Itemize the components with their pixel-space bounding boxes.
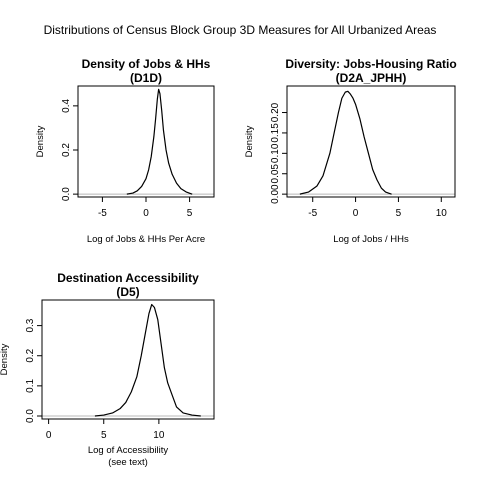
x-tick-label: 0 — [143, 208, 149, 219]
y-tick-label: 0.20 — [270, 102, 281, 122]
y-tick-label: 0.3 — [25, 318, 36, 332]
y-tick-label: 0.05 — [270, 164, 281, 184]
x-axis-label: Log of Jobs & HHs Per Acre — [87, 234, 205, 245]
y-tick-label: 0.10 — [270, 143, 281, 163]
x-axis-label: Log of Jobs / HHs — [333, 234, 409, 245]
y-axis-label: Density — [244, 125, 255, 157]
y-tick-label: 0.0 — [25, 409, 36, 423]
chart-subtitle: (D2A_JPHH) — [336, 71, 407, 85]
plot-frame — [286, 85, 456, 198]
y-tick-label: 0.4 — [61, 98, 72, 112]
x-tick-label: 0 — [353, 208, 359, 219]
y-tick-label: 0.1 — [25, 378, 36, 392]
y-tick-label: 0.0 — [61, 187, 72, 201]
chart-panel-2: Diversity: Jobs-Housing Ratio(D2A_JPHH) -… — [244, 57, 457, 245]
y-axis-label: Density — [35, 125, 46, 157]
x-tick-label: 10 — [153, 430, 165, 441]
x-tick-label: 5 — [101, 430, 107, 441]
chart-title: Destination Accessibility — [57, 271, 199, 285]
x-tick-label: 0 — [46, 430, 52, 441]
plot-frame — [41, 299, 215, 420]
y-axis-label: Density — [0, 343, 10, 375]
x-axis-label-secondary: (see text) — [108, 457, 148, 468]
charts: Density of Jobs & HHs(D1D) -5 0 5 0.0 0.2 0.4 L… — [0, 57, 457, 468]
x-tick-label: -5 — [98, 208, 107, 219]
chart-subtitle: (D5) — [116, 285, 139, 299]
density-curve-1 — [126, 88, 193, 195]
y-tick-label: 0.2 — [61, 143, 72, 157]
x-tick-label: 5 — [396, 208, 402, 219]
chart-panel-1: Density of Jobs & HHs(D1D) -5 0 5 0.0 0.2 0.4 L… — [35, 57, 215, 245]
density-curve-1 — [299, 90, 392, 195]
figure-title: Distributions of Census Block Group 3D M… — [44, 23, 437, 37]
chart-title: Diversity: Jobs-Housing Ratio — [285, 57, 456, 71]
y-tick-label: 0.00 — [270, 184, 281, 204]
x-tick-label: -5 — [308, 208, 317, 219]
x-tick-label: 10 — [436, 208, 448, 219]
x-axis-label: Log of Accessibility — [88, 445, 169, 456]
y-tick-label: 0.2 — [25, 348, 36, 362]
y-tick-label: 0.15 — [270, 123, 281, 143]
x-tick-label: 5 — [187, 208, 193, 219]
chart-panel-3: Destination Accessibility(D5) 0 5 10 0.0 0.1 0… — [0, 271, 215, 468]
plot-frame — [77, 85, 215, 198]
chart-subtitle: (D1D) — [130, 71, 162, 85]
density-curve-1 — [94, 303, 201, 417]
chart-title: Density of Jobs & HHs — [82, 57, 211, 71]
